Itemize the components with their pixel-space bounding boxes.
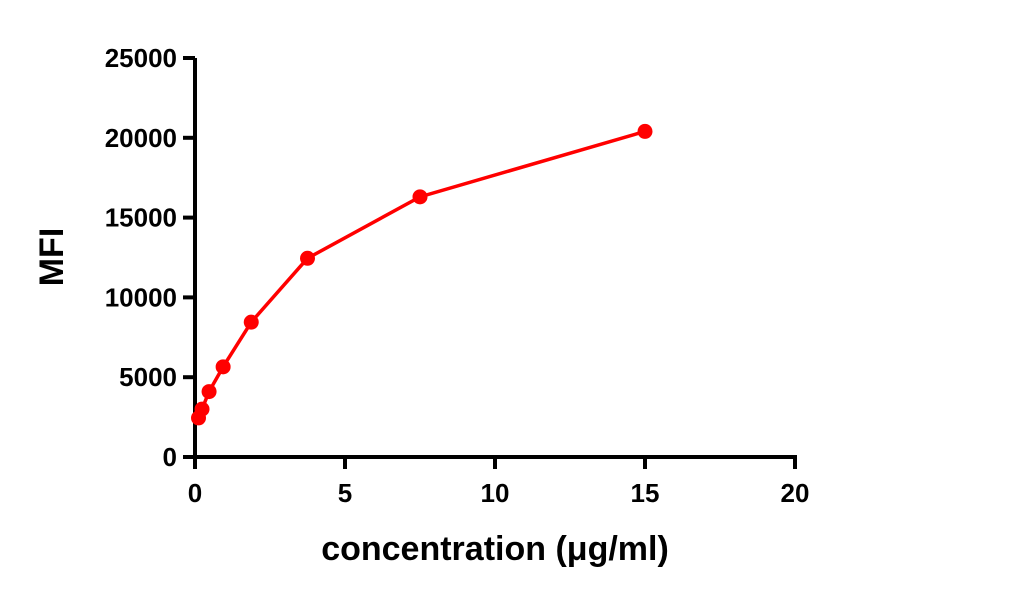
axes: 0 5 10 15 20 0 5000 10000 15000 20000 25000 (105, 43, 810, 508)
y-axis-label: MFI (33, 228, 71, 287)
y-tick-label: 10000 (105, 282, 177, 312)
data-point (412, 189, 428, 205)
y-tick-label: 15000 (105, 203, 177, 233)
y-tick-label: 20000 (105, 123, 177, 153)
x-tick-label: 5 (338, 478, 352, 508)
data-point (637, 123, 653, 139)
y-tick-label: 25000 (105, 43, 177, 73)
data-point (194, 401, 210, 417)
x-axis-label: concentration (μg/ml) (321, 530, 669, 568)
data-point (243, 314, 259, 330)
y-tick-label: 5000 (119, 362, 177, 392)
data-point (215, 359, 231, 375)
x-tick-label: 10 (481, 478, 510, 508)
data-point (201, 384, 217, 400)
data-point (300, 250, 315, 266)
plot-area (191, 123, 653, 426)
series-line (196, 129, 646, 419)
x-tick-label: 20 (781, 478, 810, 508)
y-tick-label: 0 (163, 442, 177, 472)
x-tick-label: 0 (188, 478, 202, 508)
x-tick-label: 15 (631, 478, 660, 508)
